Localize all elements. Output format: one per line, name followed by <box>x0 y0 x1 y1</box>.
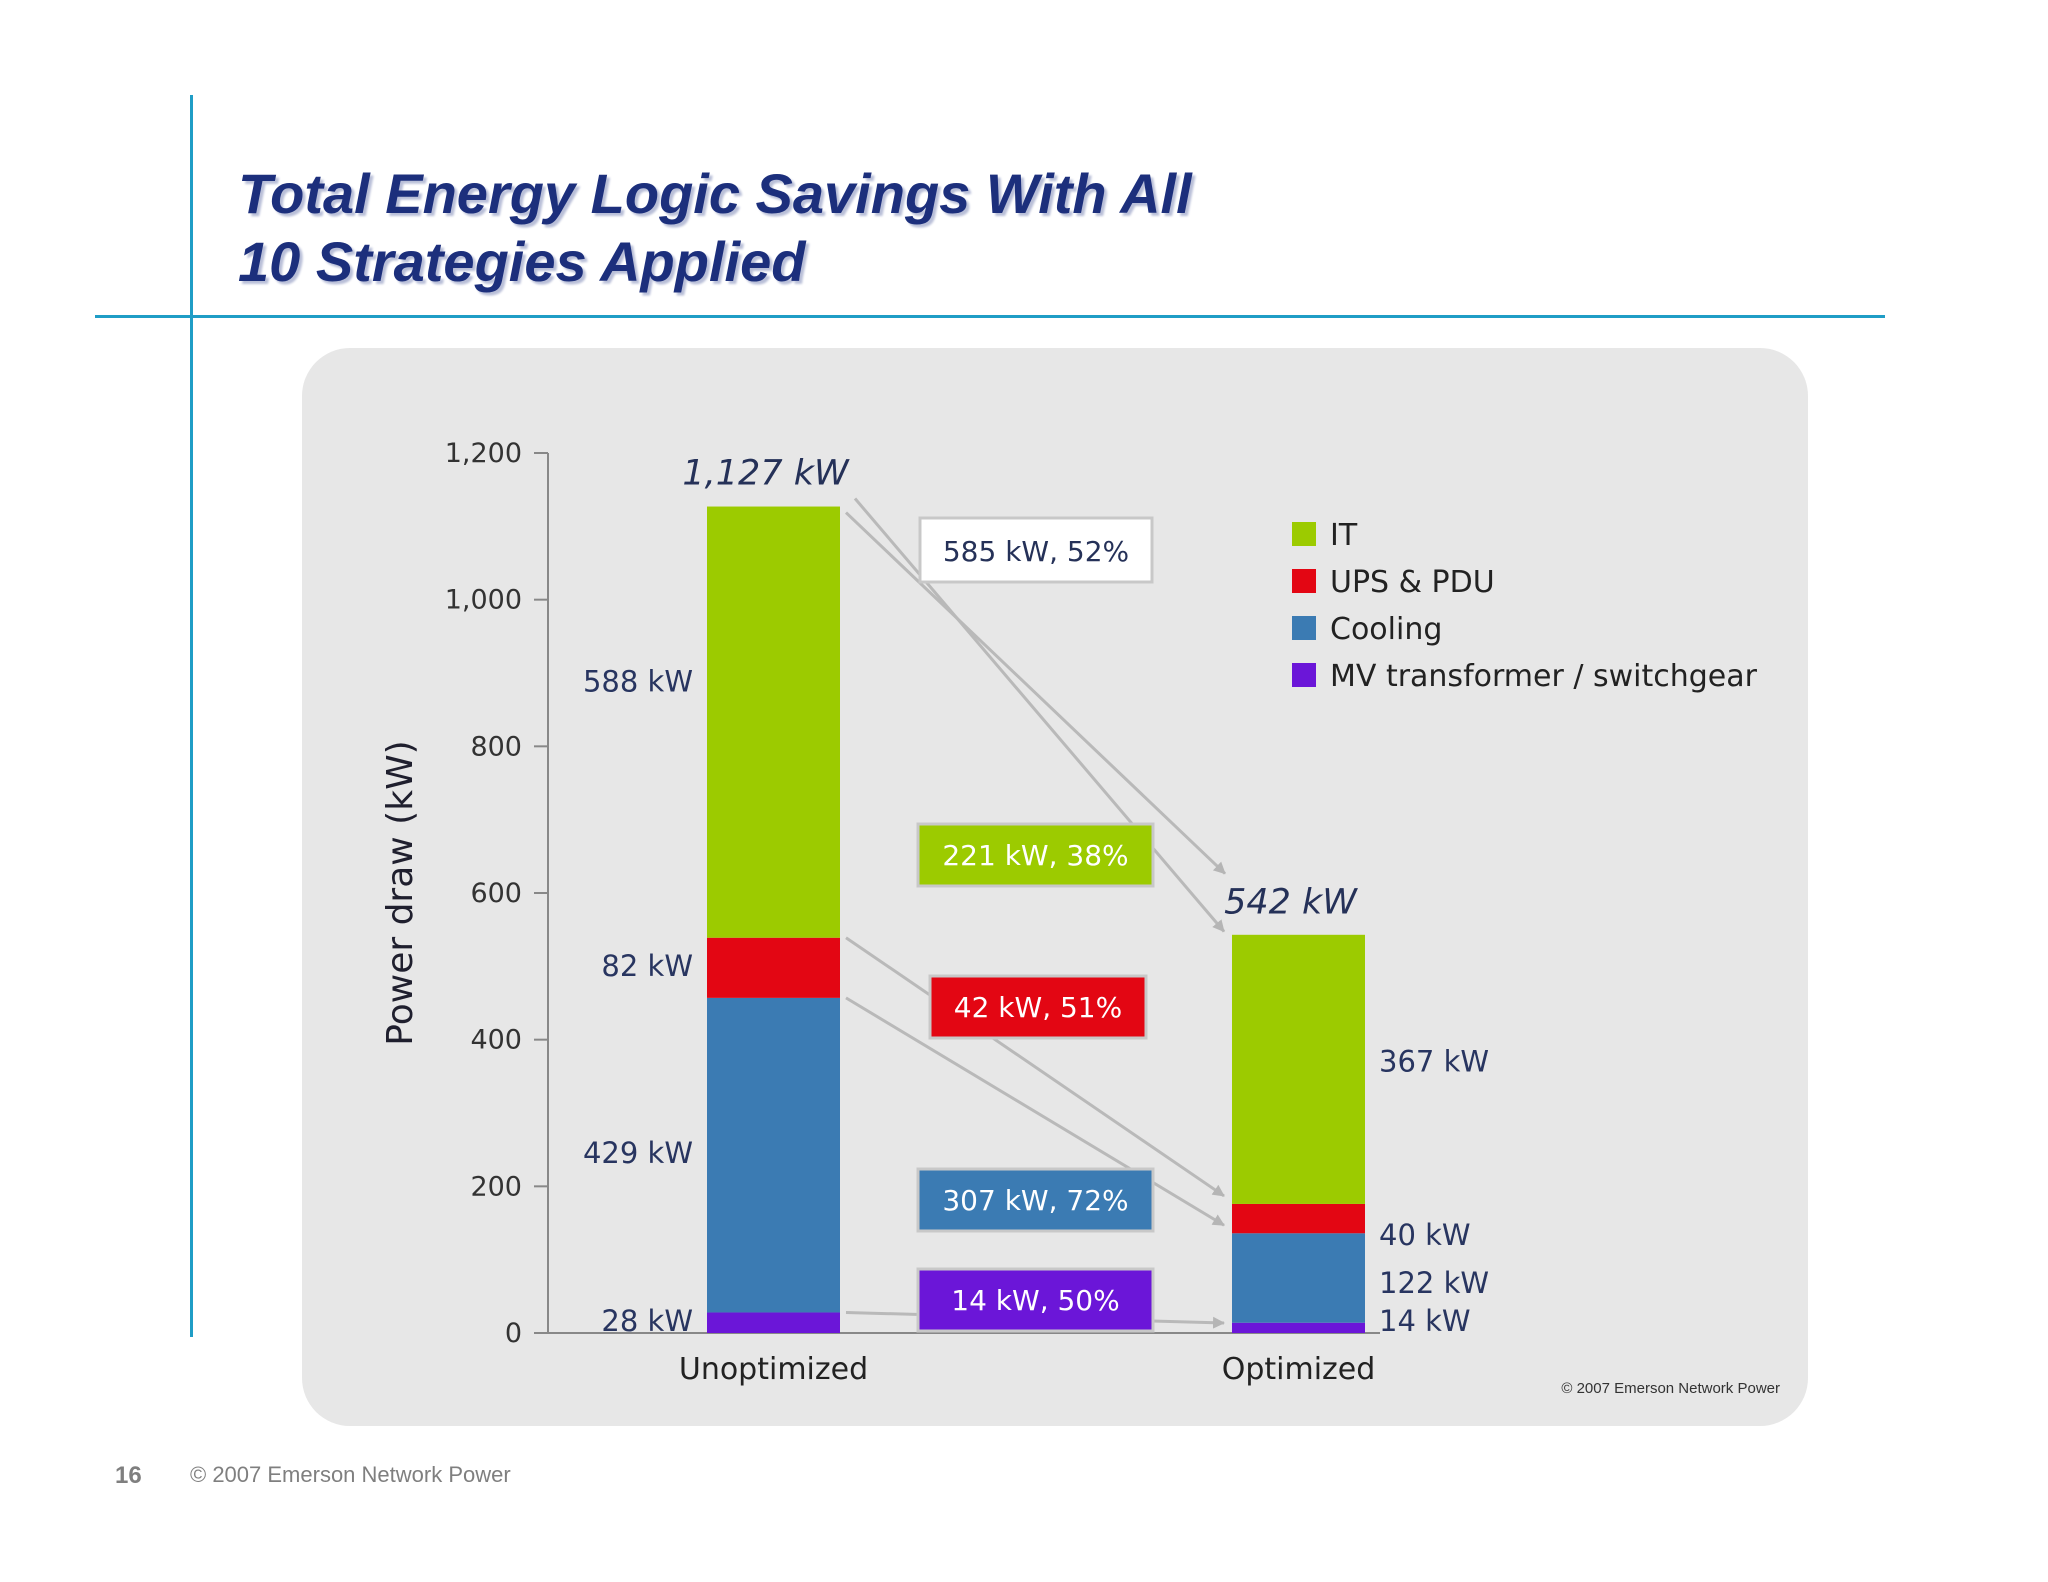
legend-swatch <box>1292 616 1316 640</box>
accent-vertical-rule <box>190 95 193 1337</box>
data-label: 40 kW <box>1379 1218 1471 1252</box>
bar-segment <box>1232 1233 1365 1323</box>
y-tick-label: 1,000 <box>445 585 522 616</box>
bar-segment <box>707 506 840 938</box>
savings-callout <box>916 1267 1155 1333</box>
slide-title-line-1: Total Energy Logic Savings With All <box>238 162 1192 225</box>
x-tick-label: Unoptimized <box>679 1352 868 1387</box>
savings-callout <box>916 822 1155 888</box>
legend-label: Cooling <box>1330 612 1442 647</box>
data-label: 82 kW <box>601 949 693 983</box>
bar-segment <box>707 1312 840 1333</box>
y-tick-label: 400 <box>470 1025 522 1056</box>
chart-source-note: © 2007 Emerson Network Power <box>1561 1380 1780 1397</box>
savings-arrow <box>845 936 1225 1198</box>
bar-total-label: 1,127 kW <box>682 454 850 494</box>
savings-arrow <box>853 497 1226 933</box>
bar-segment <box>1232 1203 1365 1234</box>
legend-label: IT <box>1330 518 1358 553</box>
slide-title: Total Energy Logic Savings With All 10 S… <box>238 160 1192 296</box>
total-savings-label: 585 kW, 52% <box>943 535 1129 568</box>
total-savings-callout <box>918 516 1154 584</box>
bar-segment <box>707 937 840 998</box>
savings-arrow <box>845 996 1225 1227</box>
data-label: 28 kW <box>601 1304 693 1338</box>
legend-label: UPS & PDU <box>1330 565 1495 600</box>
savings-callout <box>928 974 1148 1040</box>
savings-label: 42 kW, 51% <box>954 991 1122 1024</box>
bar-segment <box>707 997 840 1313</box>
x-tick-label: Optimized <box>1222 1352 1376 1387</box>
legend-label: MV transformer / switchgear <box>1330 659 1758 694</box>
y-axis-label: Power draw (kW) <box>380 740 421 1045</box>
savings-arrow <box>844 511 1227 875</box>
y-tick-label: 600 <box>470 878 522 909</box>
accent-horizontal-rule <box>95 315 1885 318</box>
bar-segment <box>1232 934 1365 1204</box>
y-tick-label: 200 <box>470 1171 522 1202</box>
data-label: 367 kW <box>1379 1044 1489 1078</box>
data-label: 14 kW <box>1379 1304 1471 1338</box>
footer-copyright: © 2007 Emerson Network Power <box>190 1462 511 1487</box>
savings-label: 307 kW, 72% <box>942 1184 1128 1217</box>
bar-total-label: 542 kW <box>1224 883 1358 923</box>
legend-swatch <box>1292 663 1316 687</box>
data-label: 122 kW <box>1379 1266 1489 1300</box>
bar-segment <box>1232 1322 1365 1333</box>
page-number: 16 <box>115 1462 142 1489</box>
savings-label: 14 kW, 50% <box>951 1284 1119 1317</box>
data-label: 588 kW <box>583 665 693 699</box>
y-tick-label: 1,200 <box>445 438 522 469</box>
legend-swatch <box>1292 522 1316 546</box>
slide-title-line-2: 10 Strategies Applied <box>238 230 806 293</box>
savings-callout <box>916 1167 1155 1233</box>
y-tick-label: 800 <box>470 731 522 762</box>
savings-label: 221 kW, 38% <box>942 839 1128 872</box>
y-tick-label: 0 <box>505 1318 522 1349</box>
data-label: 429 kW <box>583 1136 693 1170</box>
legend-swatch <box>1292 569 1316 593</box>
